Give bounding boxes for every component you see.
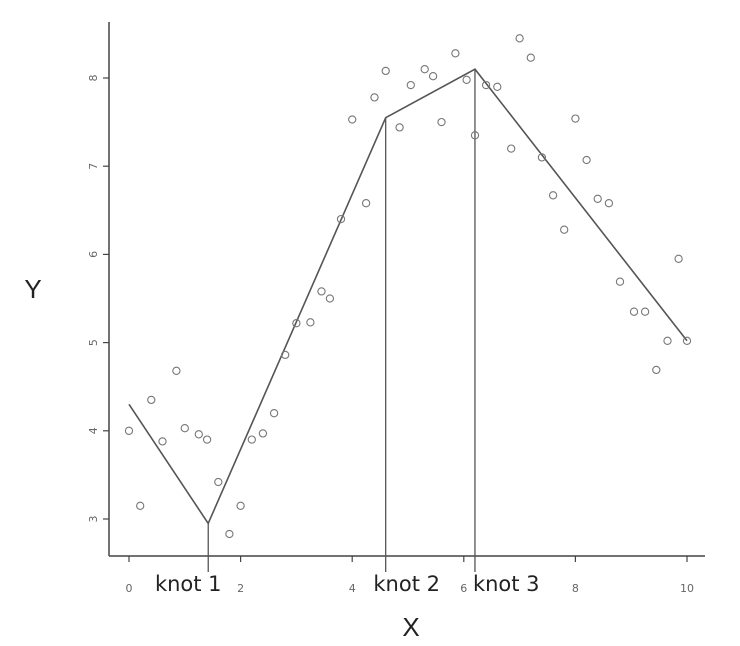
- data-point: [306, 318, 315, 327]
- data-point: [526, 53, 535, 62]
- data-point: [325, 294, 335, 303]
- y-axis-title: Y: [24, 274, 41, 304]
- data-point: [507, 144, 516, 153]
- data-point: [470, 131, 480, 140]
- y-tick-label: 5: [87, 339, 100, 346]
- data-point: [560, 225, 569, 234]
- data-point: [629, 307, 639, 316]
- data-point: [395, 123, 404, 132]
- data-point: [615, 277, 625, 286]
- data-point: [214, 477, 223, 487]
- data-point: [481, 80, 491, 90]
- data-point: [462, 75, 471, 84]
- data-point: [180, 424, 189, 433]
- data-point: [147, 395, 156, 405]
- data-point: [258, 429, 268, 438]
- y-tick-label: 6: [87, 251, 100, 258]
- data-point: [604, 199, 614, 208]
- data-point: [336, 214, 346, 224]
- y-tick-label: 4: [87, 427, 100, 434]
- knot-label: knot 3: [473, 572, 540, 596]
- data-point: [269, 409, 279, 418]
- data-point: [571, 114, 580, 123]
- data-point: [236, 501, 245, 510]
- x-tick-label: 6: [460, 582, 467, 595]
- knot-labels: knot 1 knot 2 knot 3: [155, 572, 540, 596]
- y-tick-label: 3: [87, 516, 100, 523]
- data-point: [537, 153, 547, 162]
- data-point: [247, 435, 256, 444]
- data-point: [172, 366, 181, 375]
- data-point: [194, 430, 203, 439]
- x-tick-label: 8: [572, 582, 579, 595]
- data-point: [292, 319, 301, 328]
- x-tick-label: 0: [126, 582, 133, 595]
- data-point: [652, 365, 661, 375]
- data-point: [124, 426, 134, 435]
- x-ticks: 0 2 4 6 8 10: [126, 556, 694, 595]
- data-point: [281, 350, 290, 360]
- data-point: [348, 115, 357, 124]
- data-point: [406, 80, 415, 90]
- axes: [108, 22, 705, 557]
- data-point: [370, 93, 379, 102]
- data-point: [593, 194, 602, 203]
- knot-label: knot 2: [373, 572, 440, 596]
- y-tick-label: 8: [87, 75, 100, 82]
- x-tick-label: 10: [680, 582, 694, 595]
- data-point: [663, 336, 672, 345]
- data-point: [437, 117, 446, 127]
- data-point: [361, 199, 371, 208]
- knot-lines: [207, 69, 476, 572]
- data-point: [225, 529, 234, 539]
- data-point: [158, 437, 167, 446]
- data-point: [202, 435, 212, 444]
- x-tick-label: 2: [237, 582, 244, 595]
- y-tick-label: 7: [87, 163, 100, 170]
- fitted-spline-line: [128, 68, 688, 526]
- data-points: [124, 34, 692, 539]
- x-axis-title: X: [402, 612, 419, 642]
- data-point: [493, 82, 502, 91]
- data-point: [420, 65, 429, 74]
- data-point: [548, 191, 558, 200]
- data-point: [682, 336, 692, 345]
- data-point: [381, 66, 390, 76]
- data-point: [640, 307, 650, 316]
- data-point: [136, 501, 145, 510]
- data-point: [515, 34, 524, 43]
- data-point: [317, 287, 326, 296]
- data-point: [428, 72, 438, 81]
- knot-label: knot 1: [155, 572, 222, 596]
- data-point: [451, 49, 460, 58]
- x-tick-label: 4: [349, 582, 356, 595]
- data-point: [582, 155, 591, 165]
- y-ticks: 3 4 5 6 7 8: [87, 75, 109, 523]
- data-point: [674, 254, 683, 263]
